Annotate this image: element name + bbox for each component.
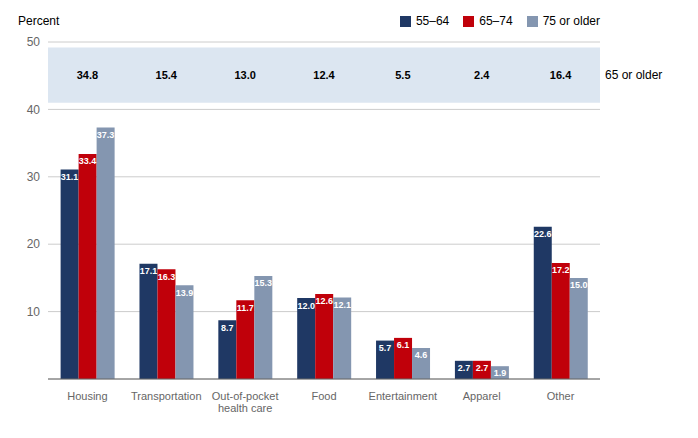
- html-text:55–64: 55–64: [415, 14, 450, 28]
- svg-text:50: 50: [27, 35, 41, 49]
- svg-text:10: 10: [27, 305, 41, 319]
- svg-text:11.7: 11.7: [237, 303, 254, 313]
- svg-text:17.2: 17.2: [552, 265, 570, 275]
- svg-text:16.3: 16.3: [158, 272, 176, 282]
- svg-text:16.4: 16.4: [550, 69, 572, 81]
- svg-text:2.4: 2.4: [474, 69, 490, 81]
- svg-text:13.0: 13.0: [234, 69, 255, 81]
- svg-text:20: 20: [27, 237, 41, 251]
- svg-text:5.7: 5.7: [379, 343, 392, 353]
- svg-text:15.0: 15.0: [570, 280, 588, 290]
- html-text:75 or older: 75 or older: [542, 14, 600, 28]
- svg-text:15.3: 15.3: [255, 278, 273, 288]
- svg-text:30: 30: [27, 170, 41, 184]
- svg-text:22.6: 22.6: [534, 229, 552, 239]
- svg-text:Transportation: Transportation: [131, 390, 202, 402]
- svg-text:Out-of-pockethealth care: Out-of-pockethealth care: [212, 390, 279, 415]
- svg-text:1.9: 1.9: [494, 368, 507, 378]
- svg-text:Entertainment: Entertainment: [369, 390, 437, 402]
- svg-text:40: 40: [27, 103, 41, 117]
- svg-text:Other: Other: [547, 390, 575, 402]
- svg-text:8.7: 8.7: [221, 323, 234, 333]
- svg-text:13.9: 13.9: [176, 288, 194, 298]
- svg-text:12.6: 12.6: [315, 296, 333, 306]
- svg-text:Apparel: Apparel: [463, 390, 501, 402]
- svg-text:6.1: 6.1: [397, 340, 410, 350]
- svg-text:17.1: 17.1: [140, 266, 158, 276]
- svg-text:33.4: 33.4: [79, 156, 97, 166]
- svg-text:31.1: 31.1: [61, 172, 79, 182]
- svg-text:12.0: 12.0: [297, 301, 315, 311]
- html-text:Percent: Percent: [18, 14, 60, 28]
- svg-text:37.3: 37.3: [97, 130, 115, 140]
- svg-text:2.7: 2.7: [458, 363, 471, 373]
- svg-text:12.1: 12.1: [333, 300, 351, 310]
- html-text:65–74: 65–74: [479, 14, 513, 28]
- svg-text:4.6: 4.6: [415, 350, 428, 360]
- svg-text:65 or older: 65 or older: [605, 68, 662, 82]
- svg-text:Housing: Housing: [67, 390, 107, 402]
- svg-text:2.7: 2.7: [476, 363, 489, 373]
- svg-text:12.4: 12.4: [313, 69, 335, 81]
- svg-text:5.5: 5.5: [395, 69, 410, 81]
- svg-text:34.8: 34.8: [77, 69, 98, 81]
- svg-text:Food: Food: [311, 390, 336, 402]
- svg-text:15.4: 15.4: [156, 69, 178, 81]
